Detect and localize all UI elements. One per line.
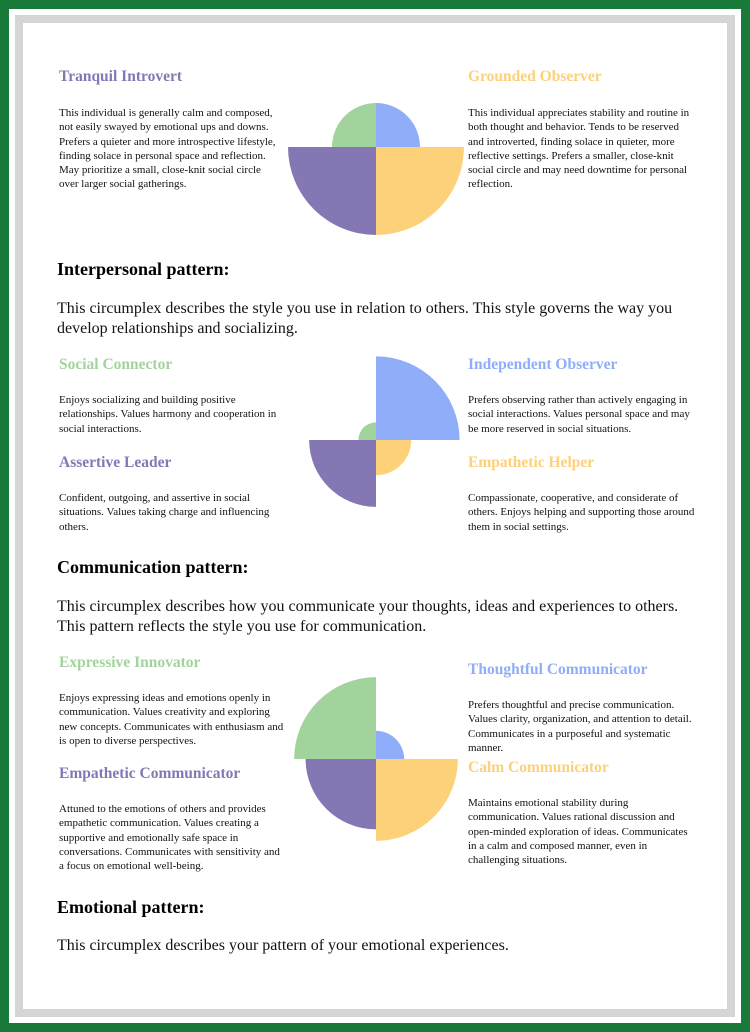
card-text: This individual appreciates stability an… xyxy=(468,107,690,191)
circumplex-wedge xyxy=(288,147,376,235)
card-title: Thoughtful Communicator xyxy=(468,661,648,678)
card-title: Independent Observer xyxy=(468,356,618,373)
circumplex-wedge xyxy=(309,440,376,507)
card-title: Tranquil Introvert xyxy=(59,68,183,85)
circumplex-wedge xyxy=(376,440,412,476)
inner-frame xyxy=(15,15,735,1017)
card-title: Empathetic Helper xyxy=(468,454,595,471)
card-text: Prefers thoughtful and precise communica… xyxy=(468,699,692,754)
card-text: Maintains emotional stability during com… xyxy=(468,797,688,867)
circumplex-wedge xyxy=(376,147,464,235)
circumplex-wedge xyxy=(305,759,376,830)
card-text: Attuned to the emotions of others and pr… xyxy=(59,803,280,873)
card-title: Calm Communicator xyxy=(468,759,609,776)
card-title: Social Connector xyxy=(59,356,173,373)
card-text: Enjoys expressing ideas and emotions ope… xyxy=(59,692,284,747)
card-text: Enjoys socializing and building positive… xyxy=(59,394,277,435)
section-heading: Communication pattern: xyxy=(57,557,249,577)
circumplex-wedge xyxy=(294,677,376,759)
section-intro: This circumplex describes the style you … xyxy=(57,300,673,337)
card-title: Grounded Observer xyxy=(468,68,602,85)
section-heading: Emotional pattern: xyxy=(57,897,205,917)
circumplex-wedge xyxy=(376,103,420,147)
card-text: Confident, outgoing, and assertive in so… xyxy=(59,492,270,533)
circumplex-wedge xyxy=(376,356,460,440)
circumplex-wedge xyxy=(358,422,376,440)
card-title: Empathetic Communicator xyxy=(59,765,241,782)
circumplex-wedge xyxy=(332,103,376,147)
circumplex-wedge xyxy=(376,730,405,759)
section-intro: This circumplex describes your pattern o… xyxy=(57,937,509,954)
card-title: Expressive Innovator xyxy=(59,654,201,671)
card-text: Prefers observing rather than actively e… xyxy=(468,394,690,435)
section-intro: This circumplex describes how you commun… xyxy=(57,598,679,635)
circumplex-wedge xyxy=(376,759,458,841)
section-heading: Interpersonal pattern: xyxy=(57,259,230,279)
card-title: Assertive Leader xyxy=(59,454,172,471)
card-text: This individual is generally calm and co… xyxy=(59,107,276,191)
card-text: Compassionate, cooperative, and consider… xyxy=(468,492,695,533)
